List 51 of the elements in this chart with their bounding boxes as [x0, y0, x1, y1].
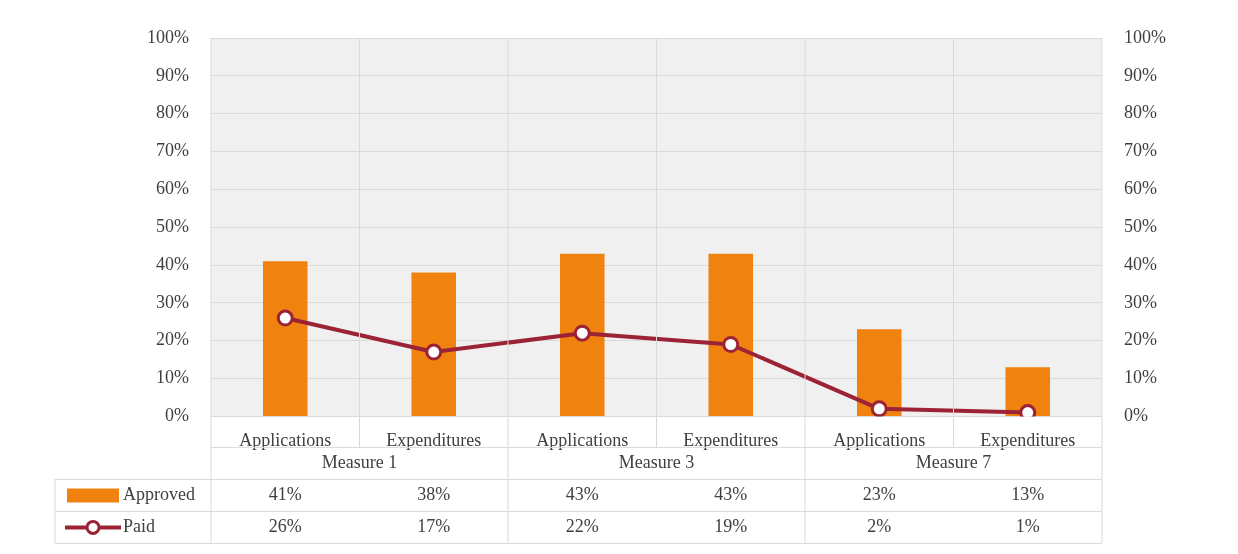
- bar: [559, 253, 605, 416]
- data-label: 26%: [268, 516, 302, 537]
- bar: [856, 329, 902, 416]
- bar: [411, 272, 457, 416]
- y-tick-label: 10%: [155, 367, 189, 388]
- data-label: 2%: [867, 516, 892, 537]
- y-tick-label: 20%: [155, 329, 189, 350]
- y2-tick-label: 10%: [1124, 367, 1158, 388]
- data-label: 41%: [268, 484, 302, 505]
- text: Measure 3: [618, 452, 695, 473]
- text: Measure 1: [321, 452, 398, 473]
- data-label: 23%: [862, 484, 896, 505]
- y2-tick-label: 40%: [1124, 253, 1158, 274]
- y-tick-label: 90%: [155, 64, 189, 85]
- y-tick-label: 70%: [155, 140, 189, 161]
- y2-tick-label: 90%: [1124, 64, 1158, 85]
- y2-tick-label: 80%: [1124, 102, 1158, 123]
- y2-tick-label: 60%: [1124, 178, 1158, 199]
- y2-tick-label: 50%: [1124, 215, 1158, 236]
- y2-tick-label: 0%: [1124, 405, 1149, 426]
- bar: [708, 253, 754, 416]
- y-tick-label: 30%: [155, 291, 189, 312]
- data-label: 19%: [714, 516, 748, 537]
- x-tick-label: Applications: [536, 429, 629, 450]
- y2-tick-label: 30%: [1124, 291, 1158, 312]
- y-tick-label: 80%: [155, 102, 189, 123]
- bar: [1005, 367, 1051, 416]
- data-label: 43%: [714, 484, 748, 505]
- y2-tick-label: 100%: [1124, 26, 1167, 47]
- x-tick-label: Applications: [239, 429, 332, 450]
- data-label: 13%: [1011, 484, 1045, 505]
- legend-label: Approved: [123, 484, 195, 505]
- data-label: 38%: [417, 484, 451, 505]
- x-tick-label: Expenditures: [683, 429, 779, 450]
- x-tick-label: Expenditures: [980, 429, 1076, 450]
- y-tick-label: 100%: [146, 26, 189, 47]
- data-label: 22%: [565, 516, 599, 537]
- data-label: 1%: [1015, 516, 1040, 537]
- data-label: 17%: [417, 516, 451, 537]
- data-label: 43%: [565, 484, 599, 505]
- bar: [262, 261, 308, 416]
- y2-tick-label: 70%: [1124, 140, 1158, 161]
- legend-label: Paid: [123, 516, 156, 537]
- y-tick-label: 40%: [155, 253, 189, 274]
- y-tick-label: 50%: [155, 215, 189, 236]
- x-tick-label: Expenditures: [386, 429, 482, 450]
- text: Measure 7: [915, 452, 992, 473]
- y-tick-label: 60%: [155, 178, 189, 199]
- y-tick-label: 0%: [164, 405, 189, 426]
- x-tick-label: Applications: [833, 429, 926, 450]
- y2-tick-label: 20%: [1124, 329, 1158, 350]
